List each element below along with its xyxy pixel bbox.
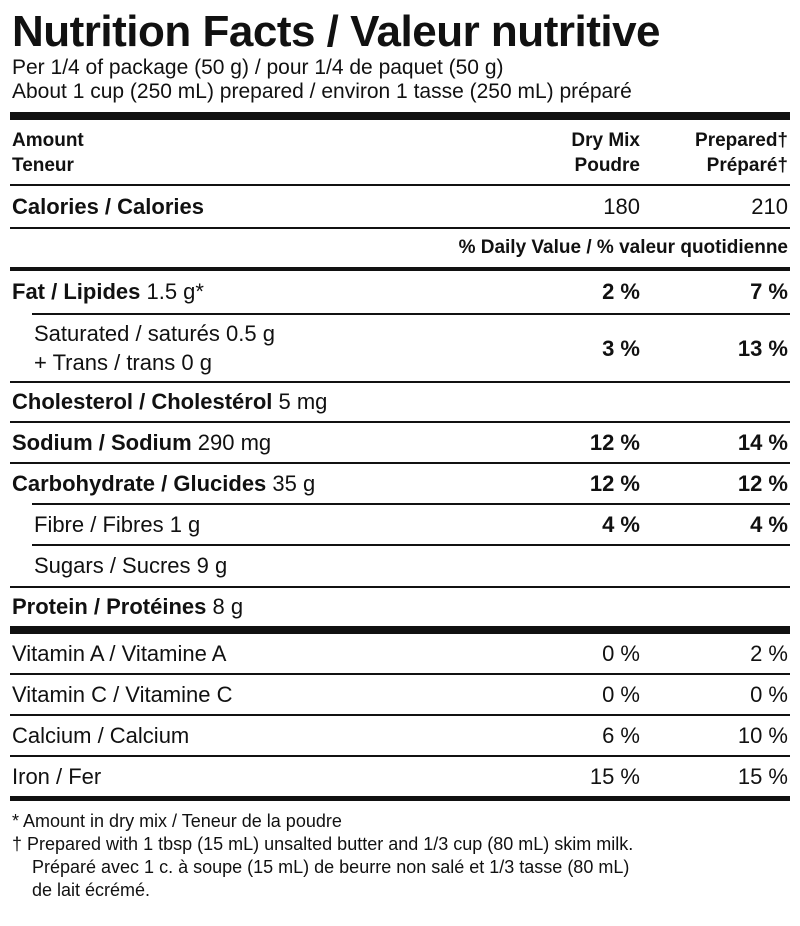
vitamin-a-label: Vitamin A / Vitamine A (12, 640, 227, 666)
amount-header-en: Amount (12, 130, 84, 151)
prepared-header: Prepared† Préparé† (640, 128, 788, 178)
prepared-header-en: Prepared† (695, 130, 788, 151)
serving-size: Per 1/4 of package (50 g) / pour 1/4 de … (12, 56, 788, 104)
sugars-label: Sugars / Sucres 9 g (34, 553, 228, 578)
dry-mix-header: Dry Mix Poudre (500, 128, 640, 178)
fat-row: Fat / Lipides 1.5 g* 2 % 7 % (12, 271, 788, 313)
divider (32, 503, 790, 505)
carbohydrate-amount: 35 g (266, 470, 316, 496)
amount-header-fr: Teneur (12, 155, 74, 176)
trans-line: + Trans / trans 0 g (34, 350, 212, 375)
divider-thick (10, 112, 790, 120)
calcium-dry: 6 % (602, 722, 640, 748)
vitamin-c-row: Vitamin C / Vitamine C 0 % 0 % (12, 675, 788, 714)
divider (10, 586, 790, 588)
amount-header: Amount Teneur (12, 128, 500, 178)
vitamin-c-dry: 0 % (602, 681, 640, 707)
sodium-name: Sodium / Sodium (12, 429, 192, 455)
divider (10, 673, 790, 675)
cholesterol-label: Cholesterol / Cholestérol 5 mg (12, 389, 788, 415)
saturated-label: Saturated / saturés 0.5 g + Trans / tran… (12, 319, 500, 377)
divider (32, 544, 790, 546)
calcium-prepared: 10 % (737, 722, 788, 748)
iron-label: Iron / Fer (12, 763, 102, 789)
sodium-label: Sodium / Sodium 290 mg (12, 430, 500, 456)
dry-mix-header-en: Dry Mix (571, 130, 640, 151)
iron-dry: 15 % (589, 763, 640, 789)
vitamin-c-prepared: 0 % (750, 681, 788, 707)
saturated-row: Saturated / saturés 0.5 g + Trans / tran… (12, 315, 788, 381)
saturated-prepared: 13 % (737, 335, 788, 361)
fibre-dry: 4 % (602, 511, 640, 537)
protein-name: Protein / Protéines (12, 594, 207, 619)
divider (10, 381, 790, 383)
fat-amount: 1.5 g* (140, 279, 204, 304)
fibre-row: Fibre / Fibres 1 g 4 % 4 % (12, 505, 788, 544)
calories-label: Calories / Calories (12, 193, 204, 219)
calcium-label: Calcium / Calcium (12, 722, 190, 748)
vitamin-a-row: Vitamin A / Vitamine A 0 % 2 % (12, 634, 788, 673)
daily-value-header: % Daily Value / % valeur quotidienne (458, 237, 788, 258)
sodium-row: Sodium / Sodium 290 mg 12 % 14 % (12, 423, 788, 462)
prepared-header-fr: Préparé† (706, 155, 788, 176)
calories-row: Calories / Calories 180 210 (12, 186, 788, 227)
cholesterol-name: Cholesterol / Cholestérol (12, 389, 273, 414)
fat-name: Fat / Lipides (12, 279, 141, 304)
footnote-dagger-fr: Préparé avec 1 c. à soupe (15 mL) de beu… (32, 857, 630, 877)
protein-label: Protein / Protéines 8 g (12, 594, 788, 620)
serving-line-1: Per 1/4 of package (50 g) / pour 1/4 de … (12, 56, 504, 79)
divider (10, 714, 790, 716)
footnote-dagger-fr-cont: de lait écrémé. (32, 880, 151, 900)
sodium-amount: 290 mg (191, 429, 272, 455)
vitamin-a-prepared: 2 % (750, 640, 788, 666)
protein-row: Protein / Protéines 8 g (12, 588, 788, 626)
divider (32, 313, 790, 315)
divider (10, 421, 790, 423)
iron-row: Iron / Fer 15 % 15 % (12, 757, 788, 796)
column-header: Amount Teneur Dry Mix Poudre Prepared† P… (12, 120, 788, 184)
divider (10, 755, 790, 757)
vitamin-a-dry: 0 % (602, 640, 640, 666)
carbohydrate-prepared: 12 % (737, 470, 788, 496)
carbohydrate-name: Carbohydrate / Glucides (12, 470, 267, 496)
divider-thick (10, 626, 790, 634)
sodium-prepared: 14 % (737, 429, 788, 455)
footnotes: * Amount in dry mix / Teneur de la poudr… (12, 801, 788, 902)
dry-mix-header-fr: Poudre (574, 155, 640, 176)
fibre-label: Fibre / Fibres 1 g (34, 511, 201, 537)
divider (10, 184, 790, 186)
divider (10, 227, 790, 229)
saturated-line: Saturated / saturés 0.5 g (34, 321, 275, 346)
saturated-dry: 3 % (602, 335, 640, 361)
fat-prepared: 7 % (750, 279, 788, 304)
divider-medium (10, 267, 790, 271)
fibre-prepared: 4 % (750, 511, 788, 537)
divider (10, 462, 790, 464)
divider-thick (10, 796, 790, 801)
fat-label: Fat / Lipides 1.5 g* (12, 279, 500, 305)
fat-dry: 2 % (602, 279, 640, 304)
serving-line-2: About 1 cup (250 mL) prepared / environ … (12, 80, 632, 103)
vitamin-c-label: Vitamin C / Vitamine C (12, 681, 233, 707)
footnote-asterisk: * Amount in dry mix / Teneur de la poudr… (12, 811, 342, 831)
label-title: Nutrition Facts / Valeur nutritive (12, 7, 661, 56)
calories-prepared: 210 (751, 193, 788, 219)
cholesterol-row: Cholesterol / Cholestérol 5 mg (12, 383, 788, 421)
protein-amount: 8 g (206, 594, 244, 619)
sodium-dry: 12 % (589, 429, 640, 455)
carbohydrate-dry: 12 % (589, 470, 640, 496)
footnote-dagger: † Prepared with 1 tbsp (15 mL) unsalted … (12, 834, 634, 854)
carbohydrate-row: Carbohydrate / Glucides 35 g 12 % 12 % (12, 464, 788, 503)
sugars-row: Sugars / Sucres 9 g (12, 546, 788, 586)
iron-prepared: 15 % (737, 763, 788, 789)
cholesterol-amount: 5 mg (272, 389, 328, 414)
calcium-row: Calcium / Calcium 6 % 10 % (12, 716, 788, 755)
carbohydrate-label: Carbohydrate / Glucides 35 g (12, 471, 500, 497)
calories-dry: 180 (603, 193, 640, 219)
